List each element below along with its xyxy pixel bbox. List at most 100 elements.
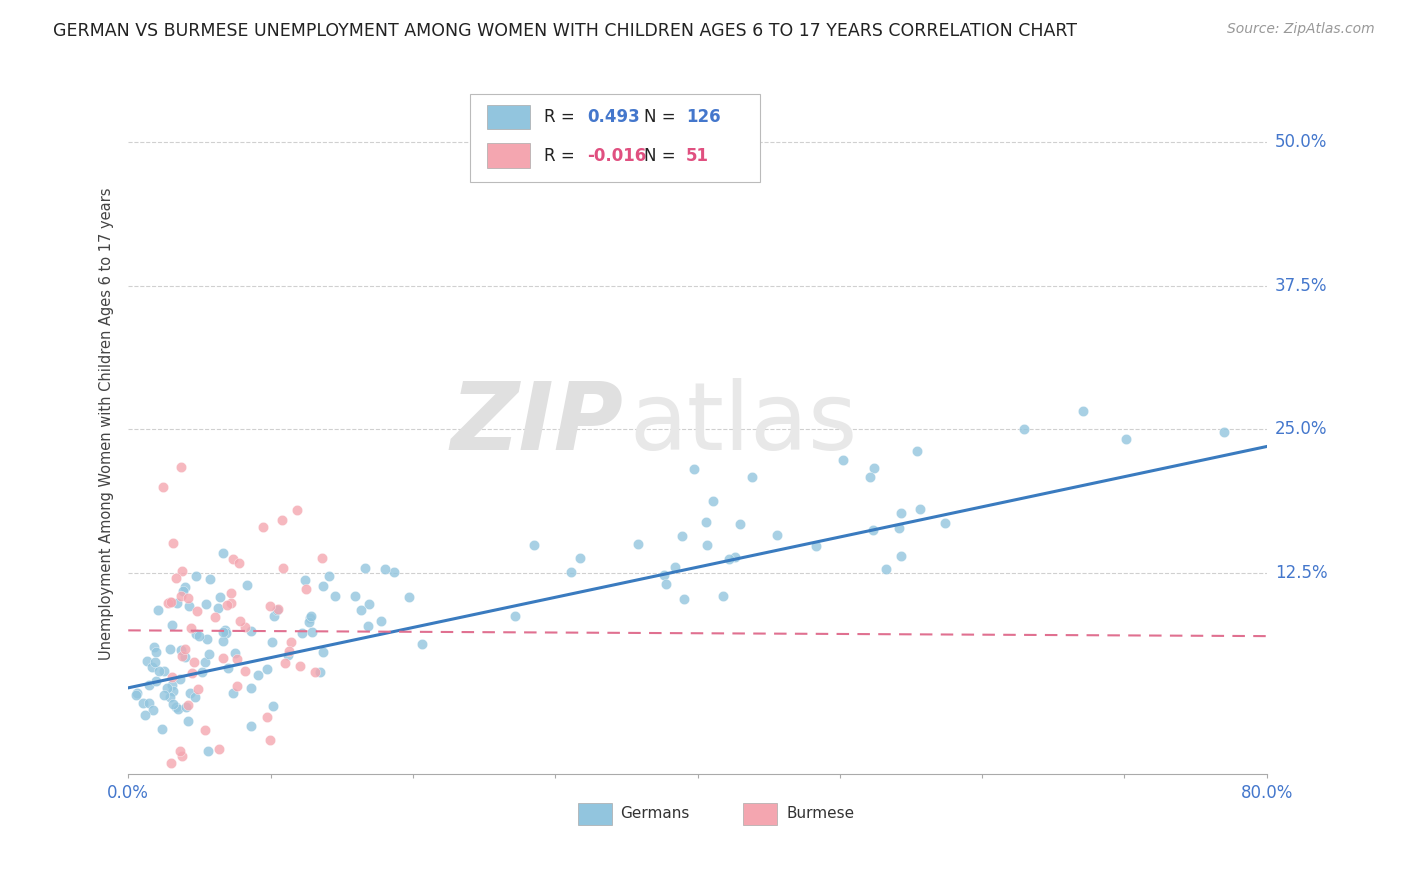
Point (176, 698, 198, 712)
Point (862, 523, 884, 537)
Point (271, 561, 294, 575)
Point (160, 617, 183, 632)
Text: 0.493: 0.493 (588, 108, 640, 126)
Point (169, 744, 191, 758)
Point (301, 625, 323, 640)
Point (169, 673, 191, 687)
Point (285, 502, 308, 516)
Point (153, 688, 176, 702)
Point (247, 667, 270, 681)
Text: ZIP: ZIP (451, 377, 623, 469)
Point (291, 626, 314, 640)
Point (343, 589, 366, 603)
Point (357, 619, 380, 633)
Text: 51: 51 (686, 146, 709, 165)
Point (718, 552, 741, 566)
Y-axis label: Unemployment Among Women with Children Ages 6 to 17 years: Unemployment Among Women with Children A… (100, 187, 114, 660)
Point (277, 648, 299, 662)
Point (212, 633, 235, 648)
Point (696, 538, 718, 552)
Point (228, 557, 250, 571)
FancyBboxPatch shape (578, 804, 612, 824)
Text: R =: R = (544, 108, 579, 126)
Point (138, 677, 160, 691)
Point (222, 686, 245, 700)
Point (184, 568, 207, 582)
Point (214, 623, 236, 637)
Point (398, 590, 420, 604)
Point (503, 608, 526, 623)
Point (191, 665, 214, 679)
Point (143, 655, 166, 669)
Point (229, 615, 252, 629)
Point (153, 665, 176, 679)
Point (145, 644, 167, 658)
Point (683, 462, 706, 476)
Text: 37.5%: 37.5% (1275, 277, 1327, 294)
Point (138, 696, 160, 710)
Point (217, 598, 239, 612)
Point (174, 699, 197, 714)
Point (862, 460, 884, 475)
Point (150, 722, 173, 736)
Point (411, 637, 433, 651)
Point (711, 589, 734, 603)
FancyBboxPatch shape (486, 144, 530, 168)
Point (160, 678, 183, 692)
Point (198, 573, 221, 587)
Point (156, 596, 179, 610)
Point (252, 520, 274, 534)
Point (226, 679, 249, 693)
Point (177, 591, 200, 605)
Point (560, 565, 582, 579)
Point (233, 664, 256, 678)
Point (194, 723, 217, 737)
Point (211, 625, 233, 640)
Point (887, 520, 910, 534)
Point (311, 551, 333, 566)
Text: N =: N = (644, 108, 681, 126)
Point (523, 538, 546, 552)
Point (312, 579, 335, 593)
Point (166, 701, 188, 715)
Point (188, 629, 211, 643)
Text: 126: 126 (686, 108, 721, 126)
Point (179, 686, 201, 700)
Point (370, 614, 392, 628)
Point (256, 710, 278, 724)
Point (741, 469, 763, 483)
Point (148, 665, 170, 679)
Text: -0.016: -0.016 (588, 146, 647, 165)
Point (695, 515, 717, 529)
Text: Burmese: Burmese (786, 806, 855, 822)
Point (890, 549, 912, 563)
Point (208, 590, 231, 604)
Point (569, 551, 592, 566)
Point (664, 559, 686, 574)
Text: 12.5%: 12.5% (1275, 564, 1327, 582)
FancyBboxPatch shape (486, 105, 530, 129)
Point (934, 516, 956, 531)
Point (127, 686, 149, 700)
Point (160, 670, 183, 684)
Point (160, 595, 183, 609)
Point (134, 708, 156, 723)
Point (159, 641, 181, 656)
Point (159, 595, 181, 609)
Point (240, 624, 263, 638)
Point (162, 536, 184, 550)
Text: R =: R = (544, 146, 579, 165)
Point (295, 582, 318, 597)
Point (890, 506, 912, 520)
Point (172, 648, 194, 663)
Point (318, 569, 340, 583)
Point (702, 494, 724, 508)
Point (160, 756, 183, 770)
Point (312, 645, 335, 659)
Point (135, 654, 157, 668)
Point (236, 578, 259, 592)
Point (304, 665, 326, 680)
Point (162, 684, 184, 698)
Point (299, 609, 322, 624)
Text: Source: ZipAtlas.com: Source: ZipAtlas.com (1227, 22, 1375, 37)
